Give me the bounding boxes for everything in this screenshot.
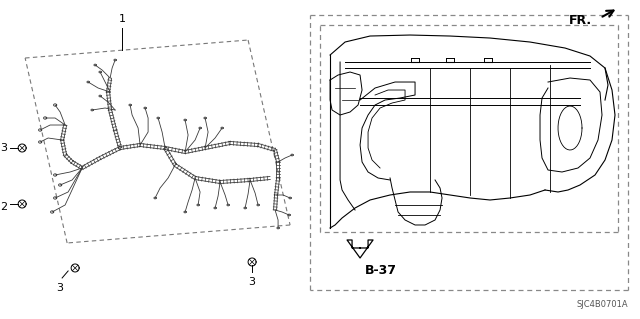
Text: 2: 2 bbox=[0, 202, 7, 212]
Text: 3: 3 bbox=[0, 143, 7, 153]
Text: 3: 3 bbox=[248, 277, 255, 287]
Text: FR.: FR. bbox=[569, 14, 592, 27]
Text: 3: 3 bbox=[56, 283, 63, 293]
Text: B-37: B-37 bbox=[365, 264, 397, 277]
Text: SJC4B0701A: SJC4B0701A bbox=[577, 300, 628, 309]
Text: 1: 1 bbox=[118, 14, 125, 24]
